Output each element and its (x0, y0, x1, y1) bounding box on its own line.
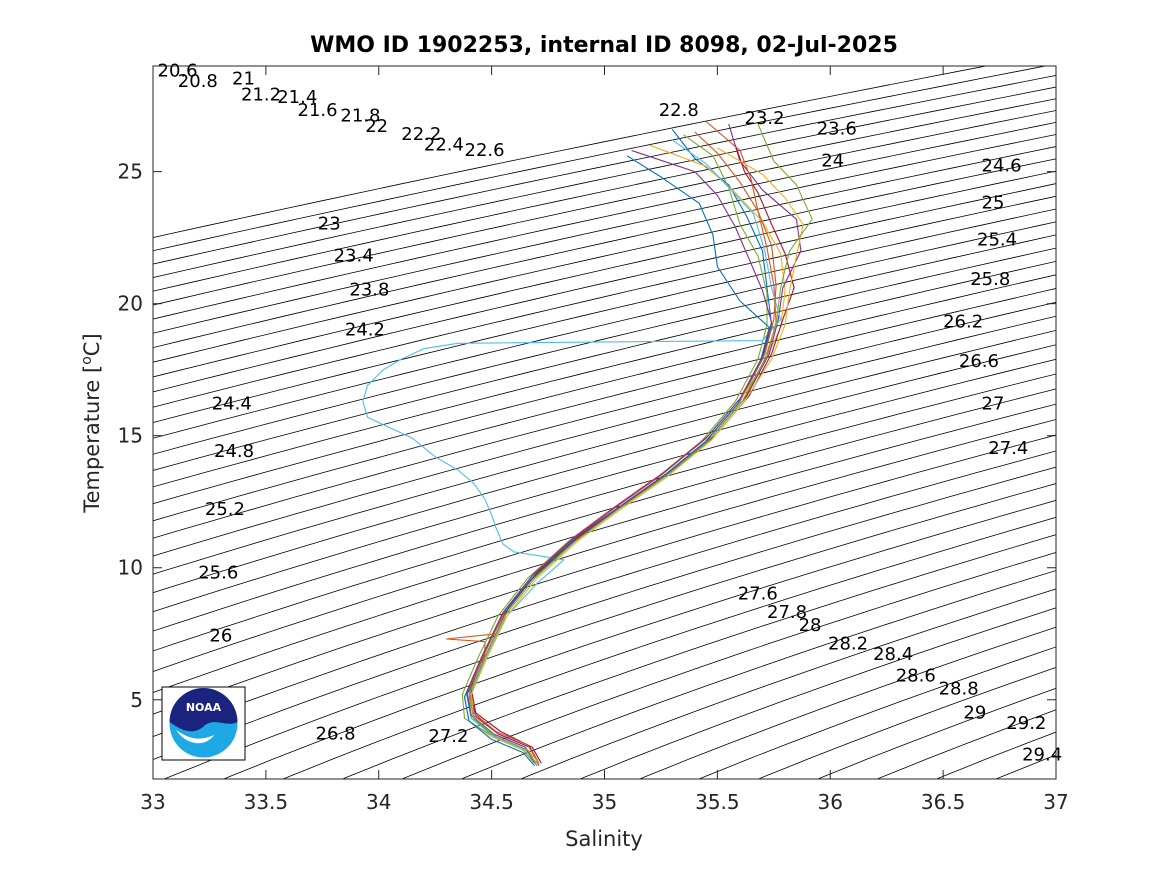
density-contour-label: 26.6 (959, 351, 999, 372)
x-tick-label: 34.5 (469, 790, 514, 814)
density-contour-label: 21.2 (241, 84, 281, 105)
density-contour-label: 29.2 (1006, 713, 1046, 734)
density-contour-label: 28.6 (896, 665, 936, 686)
density-contour-label: 24.8 (214, 441, 254, 462)
chart-title: WMO ID 1902253, internal ID 8098, 02-Jul… (310, 33, 898, 58)
density-contour-label: 27.4 (988, 438, 1028, 459)
density-contour-label: 28.4 (873, 644, 913, 665)
x-axis-label: Salinity (565, 827, 643, 851)
density-contour-label: 23 (318, 214, 341, 235)
density-contour-label: 25.4 (977, 230, 1017, 251)
noaa-logo: NOAA (162, 687, 245, 760)
y-axis-label-main: Temperature [ (80, 365, 104, 514)
density-contour-label: 23.2 (745, 108, 785, 129)
density-contour-label: 29 (963, 702, 986, 723)
density-contour-label: 27 (982, 393, 1005, 414)
density-contour-label: 22 (365, 116, 388, 137)
density-contour-label: 26.2 (943, 311, 983, 332)
y-tick-label: 10 (118, 556, 143, 580)
y-axis-label-sup: o (79, 356, 95, 365)
density-contour-label: 25.2 (205, 499, 245, 520)
density-contour-label: 28.8 (939, 679, 979, 700)
y-axis-label-end: C] (80, 333, 104, 356)
y-tick-label: 5 (130, 688, 143, 712)
y-tick-label: 25 (118, 160, 143, 184)
density-contour-label: 26 (209, 626, 232, 647)
x-tick-label: 36 (818, 790, 843, 814)
noaa-logo-text: NOAA (186, 701, 222, 714)
x-tick-label: 35 (592, 790, 617, 814)
x-tick-label: 33.5 (244, 790, 289, 814)
density-contour-label: 22.6 (465, 140, 505, 161)
density-contour-label: 22.8 (659, 100, 699, 121)
density-contour-label: 23.4 (334, 245, 374, 266)
density-contour-label: 22.4 (424, 135, 464, 156)
x-tick-label: 37 (1043, 790, 1068, 814)
density-contour-label: 28 (799, 615, 822, 636)
density-contour-label: 20.8 (178, 71, 218, 92)
density-contour-label: 25 (982, 193, 1005, 214)
density-contour-label: 24.2 (345, 319, 385, 340)
x-tick-label: 34 (366, 790, 391, 814)
y-tick-label: 20 (118, 292, 143, 316)
density-contour-label: 25.6 (198, 562, 238, 583)
density-contour-label: 21.6 (298, 100, 338, 121)
density-contour-label: 23.6 (817, 119, 857, 140)
density-contour-label: 24.6 (982, 156, 1022, 177)
y-tick-label: 15 (118, 424, 143, 448)
density-contour-label: 27.2 (428, 726, 468, 747)
x-tick-label: 35.5 (695, 790, 740, 814)
density-contour-label: 24 (821, 150, 844, 171)
x-tick-label: 33 (140, 790, 165, 814)
density-contour-label: 24.4 (212, 393, 252, 414)
density-contour-label: 23.8 (349, 280, 389, 301)
density-contour-label: 28.2 (828, 634, 868, 655)
density-contour-label: 26.8 (316, 723, 356, 744)
x-tick-label: 36.5 (921, 790, 966, 814)
density-contour-label: 25.8 (970, 269, 1010, 290)
